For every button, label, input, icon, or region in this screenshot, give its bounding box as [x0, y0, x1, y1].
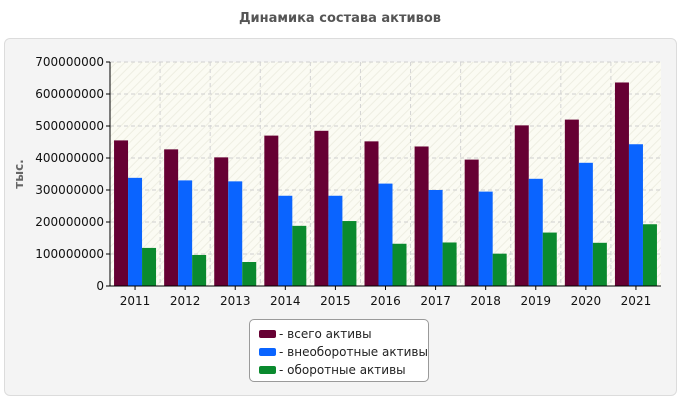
- legend-label-current: - оборотные активы: [279, 363, 406, 377]
- legend-item-current: - оборотные активы: [250, 361, 428, 379]
- bar-noncurrent-2018: [478, 191, 493, 286]
- legend-label-total: - всего активы: [279, 327, 372, 341]
- x-tick-label: 2013: [220, 294, 251, 308]
- legend-swatch-noncurrent: [259, 348, 276, 356]
- bar-current-2015: [342, 221, 357, 286]
- legend-swatch-total: [259, 330, 276, 338]
- bar-current-2021: [642, 224, 657, 286]
- x-tick-label: 2016: [370, 294, 401, 308]
- x-tick-label: 2012: [170, 294, 201, 308]
- bar-current-2017: [442, 242, 457, 286]
- x-tick-label: 2014: [270, 294, 301, 308]
- x-tick-label: 2011: [120, 294, 151, 308]
- bar-current-2013: [242, 262, 257, 286]
- bar-total-2013: [214, 157, 229, 286]
- bar-total-2014: [264, 135, 279, 286]
- bar-total-2021: [614, 82, 629, 286]
- legend-item-total: - всего активы: [250, 325, 428, 343]
- y-tick-label: 400000000: [35, 151, 104, 165]
- bar-noncurrent-2011: [128, 177, 143, 286]
- bar-noncurrent-2012: [178, 180, 193, 286]
- bar-total-2018: [464, 159, 479, 286]
- bar-noncurrent-2019: [528, 178, 543, 286]
- y-axis-label: тыс.: [12, 159, 26, 188]
- bar-total-2012: [164, 149, 179, 286]
- bar-current-2020: [592, 242, 607, 286]
- bar-noncurrent-2017: [428, 190, 443, 286]
- bar-noncurrent-2014: [278, 195, 293, 286]
- y-tick-label: 600000000: [35, 87, 104, 101]
- x-tick-label: 2021: [621, 294, 652, 308]
- legend-label-noncurrent: - внеоборотные активы: [279, 345, 428, 359]
- x-tick-label: 2019: [520, 294, 551, 308]
- bar-total-2017: [414, 146, 429, 286]
- bar-current-2016: [392, 243, 407, 286]
- bar-noncurrent-2016: [378, 183, 393, 286]
- bar-noncurrent-2020: [578, 162, 593, 286]
- chart-title: Динамика состава активов: [238, 11, 442, 26]
- bar-noncurrent-2021: [628, 144, 643, 286]
- bar-total-2020: [564, 119, 579, 286]
- bar-total-2015: [314, 130, 329, 286]
- bar-current-2019: [542, 232, 557, 286]
- y-tick-label: 500000000: [35, 119, 104, 133]
- bar-current-2011: [142, 247, 157, 286]
- bar-current-2014: [292, 225, 307, 286]
- bar-total-2019: [514, 125, 529, 286]
- bar-total-2011: [114, 140, 129, 286]
- y-tick-label: 200000000: [35, 215, 104, 229]
- x-tick-label: 2018: [470, 294, 501, 308]
- bar-noncurrent-2015: [328, 195, 343, 286]
- x-tick-label: 2017: [420, 294, 451, 308]
- y-tick-label: 100000000: [35, 247, 104, 261]
- y-tick-label: 700000000: [35, 55, 104, 69]
- bar-current-2012: [192, 254, 207, 286]
- y-tick-label: 0: [96, 279, 104, 293]
- bar-noncurrent-2013: [228, 181, 243, 286]
- bar-total-2016: [364, 141, 379, 286]
- legend-item-noncurrent: - внеоборотные активы: [250, 343, 428, 361]
- chart-legend: - всего активы - внеоборотные активы - о…: [249, 319, 429, 382]
- y-tick-label: 300000000: [35, 183, 104, 197]
- x-tick-label: 2020: [571, 294, 602, 308]
- x-tick-label: 2015: [320, 294, 351, 308]
- legend-swatch-current: [259, 366, 276, 374]
- bar-current-2018: [492, 253, 507, 286]
